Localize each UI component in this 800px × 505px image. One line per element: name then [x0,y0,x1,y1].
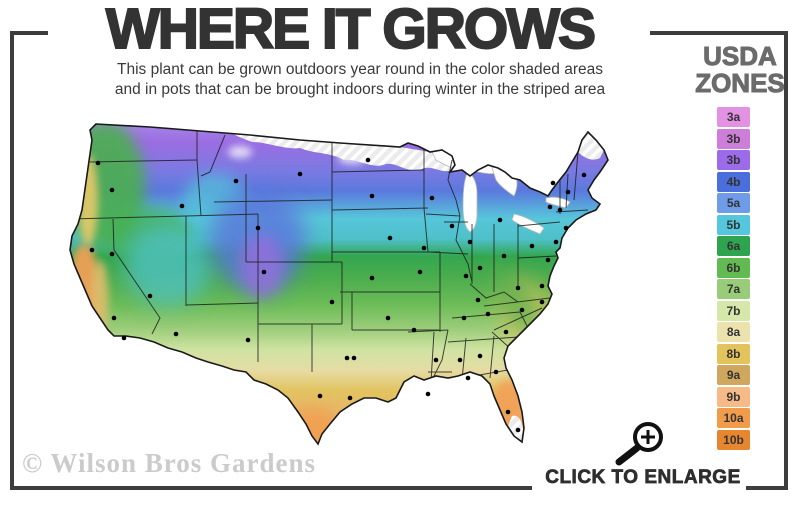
zone-swatch-3b: 3b [717,128,750,149]
city-dots [89,157,587,433]
lake-michigan [462,171,478,233]
frame-top-left-segment [10,31,48,35]
zone-swatch-9b: 9b [717,386,750,407]
page-title: WHERE IT GROWS [105,0,597,62]
zone-swatch-5b: 5b [717,214,750,235]
appalachian-green [487,258,537,334]
zone-swatch-6a: 6a [717,236,750,256]
zone-swatch-3b: 3b [717,150,750,170]
zone-swatch-10a: 10a [717,408,750,428]
subtitle: This plant can be grown outdoors year ro… [60,60,660,100]
legend-title-line-2: ZONES [695,68,786,98]
zone-swatch-5a: 5a [717,193,750,213]
frame-left-border [10,31,14,490]
watermark: © Wilson Bros Gardens [22,448,316,478]
zone-swatch-3a: 3a [717,107,750,127]
snow-patch [228,146,252,158]
zoom-in-icon[interactable] [615,422,663,466]
legend-title: USDA ZONES [690,41,790,98]
zone-swatch-8b: 8b [717,343,750,364]
frame-bottom-right-segment [746,486,788,490]
zone-swatch-7a: 7a [717,279,750,299]
frame-bottom-left-segment [10,486,532,490]
colorado-purple [240,234,284,298]
lake-erie [511,213,545,235]
zone-swatch-8a: 8a [717,322,750,342]
frame-right-border [784,31,788,490]
zone-swatch-7b: 7b [717,300,750,321]
frame-top-right-segment [650,31,788,35]
zone-swatch-6b: 6b [717,257,750,278]
zone-legend: 3a 3b 3b 4b 5a 5b 6a 6b 7a 7b 8a 8b 9a 9b 10a 10b [717,107,750,450]
click-to-enlarge-button[interactable]: CLICK TO ENLARGE [545,467,741,489]
subtitle-line-2: and in pots that can be brought indoors … [114,81,606,98]
nevada-cyan [124,226,212,306]
legend-title-line-1: USDA [703,41,778,71]
subtitle-line-1: This plant can be grown outdoors year ro… [117,61,603,78]
zone-swatch-4b: 4b [717,171,750,192]
zone-swatch-9a: 9a [717,365,750,385]
zone-swatch-10b: 10b [717,429,750,450]
striped-area [232,132,604,442]
